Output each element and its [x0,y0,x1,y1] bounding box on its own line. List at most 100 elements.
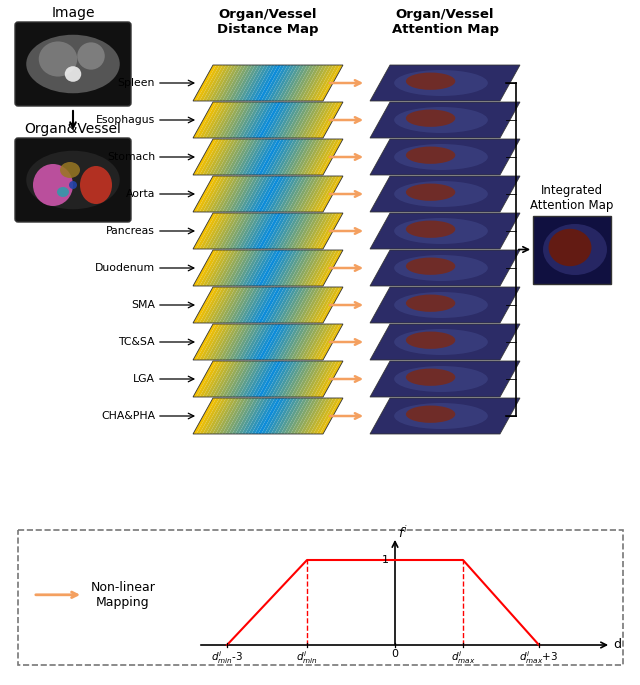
Polygon shape [313,102,337,138]
Polygon shape [310,250,333,286]
Polygon shape [200,287,223,323]
Polygon shape [225,102,249,138]
Text: Aorta: Aorta [125,189,155,199]
Polygon shape [313,250,337,286]
Polygon shape [297,139,320,175]
Polygon shape [255,361,278,397]
Ellipse shape [406,258,455,275]
Polygon shape [200,213,223,249]
Ellipse shape [26,35,120,93]
Polygon shape [225,361,249,397]
Polygon shape [206,250,229,286]
Polygon shape [248,213,271,249]
Polygon shape [225,176,249,212]
Polygon shape [278,250,301,286]
Polygon shape [275,213,298,249]
Polygon shape [193,361,216,397]
Ellipse shape [394,366,488,392]
Polygon shape [196,65,220,101]
Polygon shape [261,65,285,101]
Polygon shape [291,324,314,360]
Polygon shape [264,139,288,175]
Polygon shape [370,398,520,434]
Polygon shape [222,176,246,212]
Polygon shape [222,65,246,101]
Text: Organ&Vessel: Organ&Vessel [24,122,122,136]
Ellipse shape [394,181,488,207]
Polygon shape [222,139,246,175]
Polygon shape [200,65,223,101]
Polygon shape [206,324,229,360]
Polygon shape [313,287,337,323]
Polygon shape [228,398,252,434]
Polygon shape [317,213,340,249]
Polygon shape [307,213,330,249]
Polygon shape [225,398,249,434]
Polygon shape [281,213,304,249]
Polygon shape [203,287,226,323]
Polygon shape [209,361,232,397]
Polygon shape [264,176,288,212]
Polygon shape [248,361,271,397]
Polygon shape [225,250,249,286]
Polygon shape [294,139,317,175]
Ellipse shape [406,184,455,201]
Polygon shape [222,102,246,138]
Polygon shape [278,361,301,397]
Polygon shape [287,139,310,175]
Polygon shape [294,102,317,138]
Polygon shape [258,102,281,138]
Polygon shape [239,139,262,175]
Polygon shape [239,361,262,397]
Polygon shape [239,102,262,138]
Polygon shape [370,102,520,138]
Polygon shape [236,398,259,434]
Polygon shape [228,139,252,175]
Polygon shape [264,65,288,101]
Polygon shape [303,324,327,360]
Polygon shape [300,139,323,175]
Polygon shape [310,398,333,434]
Polygon shape [275,398,298,434]
Polygon shape [261,250,285,286]
Polygon shape [307,139,330,175]
Polygon shape [297,213,320,249]
Polygon shape [370,361,520,397]
Polygon shape [203,65,226,101]
Polygon shape [196,398,220,434]
Polygon shape [225,139,249,175]
Polygon shape [248,139,271,175]
Polygon shape [212,65,236,101]
Polygon shape [294,250,317,286]
Polygon shape [370,250,520,286]
Polygon shape [258,398,281,434]
Polygon shape [300,176,323,212]
Polygon shape [271,361,294,397]
Polygon shape [242,65,265,101]
Polygon shape [303,361,327,397]
Polygon shape [297,250,320,286]
Text: $f^i$: $f^i$ [398,525,408,541]
Polygon shape [242,139,265,175]
Ellipse shape [394,329,488,355]
Polygon shape [264,324,288,360]
Polygon shape [236,65,259,101]
Polygon shape [239,65,262,101]
Polygon shape [232,213,255,249]
Polygon shape [284,398,307,434]
Polygon shape [216,139,239,175]
Polygon shape [258,287,281,323]
Polygon shape [284,361,307,397]
Polygon shape [300,102,323,138]
Polygon shape [281,176,304,212]
Polygon shape [297,324,320,360]
Polygon shape [370,287,520,323]
Polygon shape [196,139,220,175]
Polygon shape [284,250,307,286]
Polygon shape [258,176,281,212]
Polygon shape [255,250,278,286]
Polygon shape [320,213,343,249]
Polygon shape [200,361,223,397]
Polygon shape [275,102,298,138]
Polygon shape [206,287,229,323]
